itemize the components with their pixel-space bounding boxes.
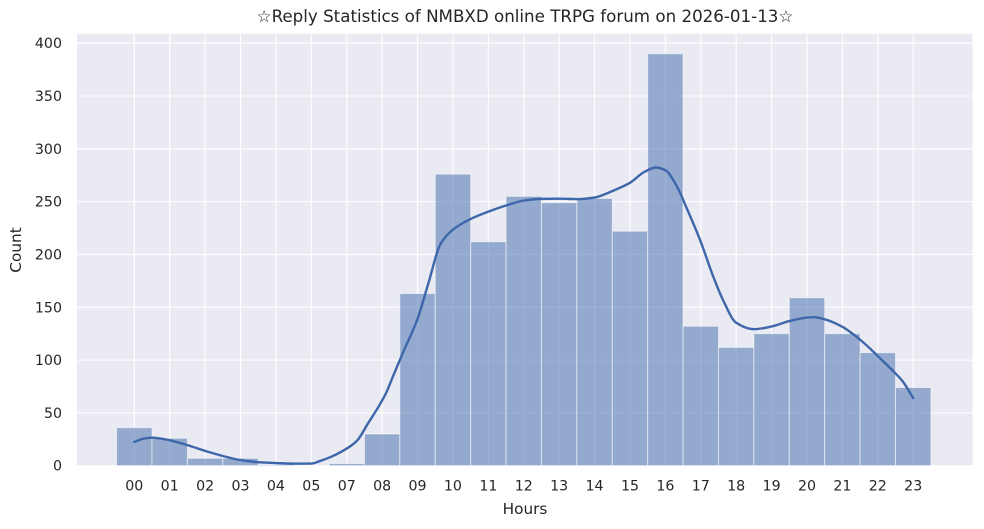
histogram-bar <box>717 346 755 467</box>
histogram-bar <box>328 463 365 467</box>
chart-title: ☆Reply Statistics of NMBXD online TRPG f… <box>256 6 794 26</box>
y-axis-label: Count <box>7 227 25 273</box>
x-tick-label: 20 <box>798 479 816 495</box>
x-tick-label: 04 <box>267 479 285 495</box>
histogram-bar <box>753 333 790 467</box>
histogram-bar <box>151 437 188 467</box>
x-tick-label: 21 <box>833 479 851 495</box>
histogram-bars <box>116 53 932 467</box>
histogram-bar <box>682 325 719 467</box>
y-tick-label: 200 <box>35 247 62 263</box>
kde-curve <box>133 166 915 465</box>
x-tick-label: 08 <box>373 479 391 495</box>
x-tick-label: 10 <box>444 479 462 495</box>
y-tick-label: 250 <box>35 195 62 211</box>
histogram-bar <box>788 297 826 467</box>
y-tick-label: 150 <box>35 300 62 316</box>
histogram-bar <box>257 464 295 467</box>
histogram-bar <box>470 241 507 467</box>
x-tick-label: 15 <box>621 479 639 495</box>
y-tick-label: 400 <box>35 36 62 52</box>
histogram-bar <box>434 173 472 467</box>
x-tick-labels: 00 01 02 03 04 05 07 08 09 10 11 12 13 14 15 16 17 18 19 20… <box>125 479 922 495</box>
histogram-bar <box>540 202 578 467</box>
x-tick-label: 11 <box>479 479 497 495</box>
histogram-bar <box>647 53 684 467</box>
x-tick-label: 23 <box>904 479 922 495</box>
x-tick-label: 07 <box>338 479 356 495</box>
x-tick-label: 02 <box>196 479 214 495</box>
y-tick-label: 50 <box>44 406 62 422</box>
x-tick-label: 05 <box>302 479 320 495</box>
y-tick-label: 300 <box>35 142 62 158</box>
histogram-bar <box>859 352 897 467</box>
x-tick-label: 22 <box>869 479 887 495</box>
histogram-bar <box>576 197 613 467</box>
histogram-bar <box>186 457 224 467</box>
histogram-bar <box>611 230 649 467</box>
y-tick-label: 0 <box>53 459 62 475</box>
x-tick-label: 14 <box>586 479 604 495</box>
histogram-bar <box>895 387 932 467</box>
histogram-bar <box>824 333 861 467</box>
x-tick-label: 09 <box>409 479 427 495</box>
x-tick-label: 16 <box>656 479 674 495</box>
x-tick-label: 12 <box>515 479 533 495</box>
x-axis-label: Hours <box>502 500 548 518</box>
y-tick-labels: 0 50 100 150 200 250 300 350 400 <box>35 36 62 475</box>
x-tick-label: 13 <box>550 479 568 495</box>
x-tick-label: 18 <box>727 479 745 495</box>
histogram-bar <box>116 427 153 467</box>
histogram-bar <box>363 433 401 467</box>
x-tick-label: 01 <box>161 479 179 495</box>
y-tick-label: 350 <box>35 89 62 105</box>
x-tick-label: 00 <box>125 479 143 495</box>
x-tick-label: 19 <box>763 479 781 495</box>
x-tick-label: 17 <box>692 479 710 495</box>
histogram-bar <box>505 195 542 467</box>
y-tick-label: 100 <box>35 353 62 369</box>
x-tick-label: 03 <box>231 479 249 495</box>
